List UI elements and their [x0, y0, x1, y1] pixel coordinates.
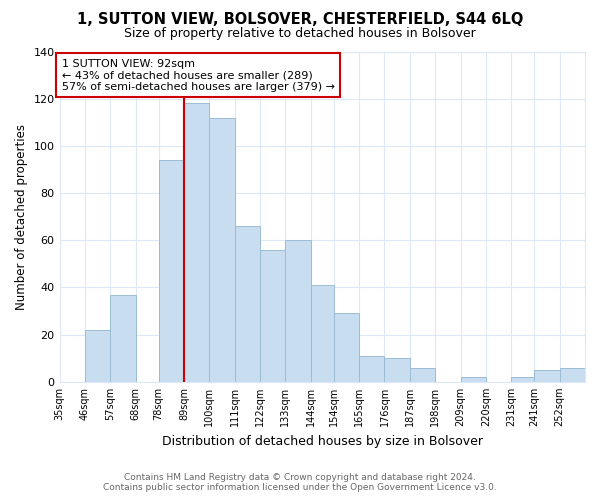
- Text: 1 SUTTON VIEW: 92sqm
← 43% of detached houses are smaller (289)
57% of semi-deta: 1 SUTTON VIEW: 92sqm ← 43% of detached h…: [62, 58, 335, 92]
- Bar: [85, 330, 110, 382]
- Text: Contains HM Land Registry data © Crown copyright and database right 2024.
Contai: Contains HM Land Registry data © Crown c…: [103, 473, 497, 492]
- Bar: [158, 160, 184, 382]
- Bar: [235, 226, 260, 382]
- Bar: [410, 368, 435, 382]
- Text: 1, SUTTON VIEW, BOLSOVER, CHESTERFIELD, S44 6LQ: 1, SUTTON VIEW, BOLSOVER, CHESTERFIELD, …: [77, 12, 523, 28]
- Bar: [286, 240, 311, 382]
- Bar: [534, 370, 560, 382]
- Bar: [334, 314, 359, 382]
- Bar: [511, 377, 534, 382]
- Bar: [311, 285, 334, 382]
- Text: Size of property relative to detached houses in Bolsover: Size of property relative to detached ho…: [124, 28, 476, 40]
- Bar: [260, 250, 286, 382]
- X-axis label: Distribution of detached houses by size in Bolsover: Distribution of detached houses by size …: [162, 434, 483, 448]
- Y-axis label: Number of detached properties: Number of detached properties: [15, 124, 28, 310]
- Bar: [359, 356, 385, 382]
- Bar: [110, 294, 136, 382]
- Bar: [560, 368, 585, 382]
- Bar: [184, 104, 209, 382]
- Bar: [461, 377, 486, 382]
- Bar: [209, 118, 235, 382]
- Bar: [385, 358, 410, 382]
